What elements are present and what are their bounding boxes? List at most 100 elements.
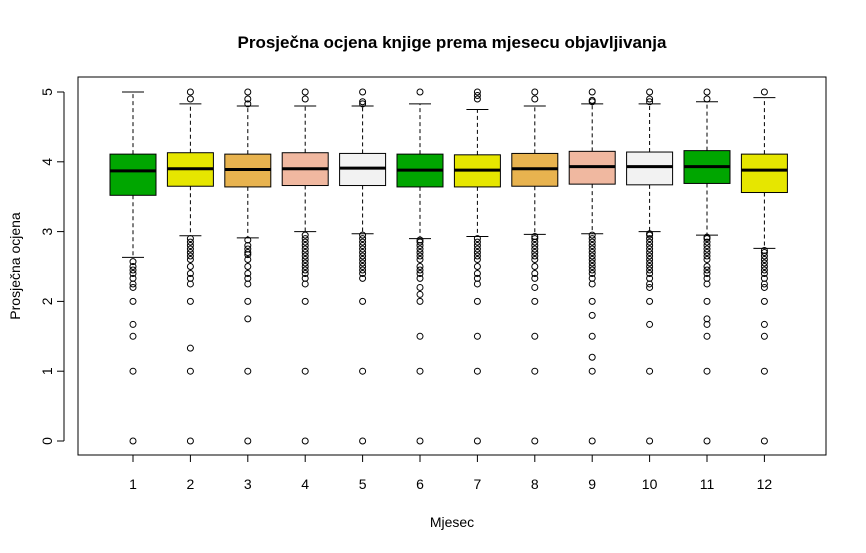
- outlier-point: [531, 245, 539, 253]
- outlier-point: [244, 297, 252, 305]
- outlier-point: [244, 249, 252, 257]
- x-tick-label: 11: [700, 476, 715, 492]
- outlier-point: [531, 274, 539, 282]
- outlier-point: [588, 297, 596, 305]
- outlier-point: [416, 242, 424, 250]
- x-tick-label: 4: [301, 476, 309, 492]
- outlier-point: [646, 283, 654, 291]
- outlier-point: [531, 332, 539, 340]
- outlier-point: [588, 311, 596, 319]
- outlier-point: [588, 353, 596, 361]
- outlier-point: [416, 367, 424, 375]
- outlier-point: [186, 235, 194, 243]
- outlier-point: [301, 231, 309, 239]
- outlier-point: [473, 95, 481, 103]
- outlier-point: [301, 88, 309, 96]
- outlier-point: [416, 437, 424, 445]
- outlier-point: [359, 256, 367, 264]
- outlier-point: [703, 332, 711, 340]
- outlier-point: [531, 437, 539, 445]
- outlier-point: [646, 95, 654, 103]
- outlier-point: [186, 367, 194, 375]
- outlier-point: [129, 437, 137, 445]
- outlier-point: [416, 88, 424, 96]
- outlier-point: [646, 231, 654, 239]
- y-tick-label: 5: [39, 88, 55, 96]
- outlier-point: [588, 238, 596, 246]
- outlier-point: [416, 269, 424, 277]
- outlier-point: [703, 367, 711, 375]
- outlier-point: [129, 263, 137, 270]
- outlier-point: [186, 252, 194, 260]
- outlier-point: [416, 238, 424, 246]
- outlier-point: [129, 258, 137, 266]
- outlier-point: [531, 256, 539, 264]
- outlier-point: [646, 235, 654, 243]
- box: [740, 153, 788, 194]
- outlier-point: [588, 332, 596, 340]
- y-tick-label: 2: [39, 297, 55, 305]
- outlier-point: [301, 242, 309, 250]
- x-tick-label: 10: [642, 476, 658, 492]
- outlier-point: [359, 263, 367, 270]
- outlier-point: [129, 320, 137, 328]
- outlier-point: [301, 437, 309, 445]
- outlier-point: [359, 245, 367, 253]
- x-axis-label: Mjesec: [430, 514, 474, 530]
- outlier-point: [244, 100, 252, 108]
- outlier-point: [359, 274, 367, 282]
- outlier-point: [359, 269, 367, 277]
- outlier-point: [703, 320, 711, 328]
- outlier-point: [416, 332, 424, 340]
- outlier-point: [703, 269, 711, 277]
- outlier-point: [186, 297, 194, 305]
- outlier-point: [588, 235, 596, 243]
- outlier-point: [473, 238, 481, 246]
- outlier-point: [588, 280, 596, 288]
- outlier-point: [416, 245, 424, 253]
- outlier-point: [588, 245, 596, 253]
- outlier-point: [588, 367, 596, 375]
- outlier-point: [646, 280, 654, 288]
- outlier-point: [646, 252, 654, 260]
- outlier-point: [129, 266, 137, 274]
- outlier-point: [703, 245, 711, 253]
- x-tick-label: 8: [531, 476, 539, 492]
- outlier-point: [186, 242, 194, 250]
- outlier-point: [301, 269, 309, 277]
- outlier-point: [588, 269, 596, 277]
- x-tick-label: 3: [244, 476, 252, 492]
- outlier-point: [359, 259, 367, 267]
- outlier-point: [359, 252, 367, 260]
- outlier-point: [703, 437, 711, 445]
- outlier-point: [473, 263, 481, 270]
- outlier-point: [301, 249, 309, 257]
- outlier-point: [186, 280, 194, 288]
- outlier-point: [531, 95, 539, 103]
- outlier-point: [186, 263, 194, 270]
- outlier-point: [588, 252, 596, 260]
- outlier-point: [301, 252, 309, 260]
- outlier-point: [531, 252, 539, 260]
- outlier-point: [186, 249, 194, 257]
- outlier-point: [359, 249, 367, 257]
- outlier-point: [473, 242, 481, 250]
- outlier-point: [646, 266, 654, 274]
- outlier-point: [646, 297, 654, 305]
- outlier-point: [531, 88, 539, 96]
- outlier-point: [760, 263, 768, 270]
- y-axis-label: Prosječna ocjena: [7, 212, 23, 320]
- x-tick-label: 6: [416, 476, 424, 492]
- outlier-point: [244, 315, 252, 323]
- outlier-point: [301, 259, 309, 267]
- outlier-point: [129, 367, 137, 375]
- outlier-point: [301, 238, 309, 246]
- outlier-point: [760, 437, 768, 445]
- outlier-point: [301, 297, 309, 305]
- y-tick-label: 3: [39, 227, 55, 235]
- outlier-point: [129, 283, 137, 291]
- outlier-point: [244, 269, 252, 277]
- outlier-point: [588, 266, 596, 274]
- outlier-point: [359, 367, 367, 375]
